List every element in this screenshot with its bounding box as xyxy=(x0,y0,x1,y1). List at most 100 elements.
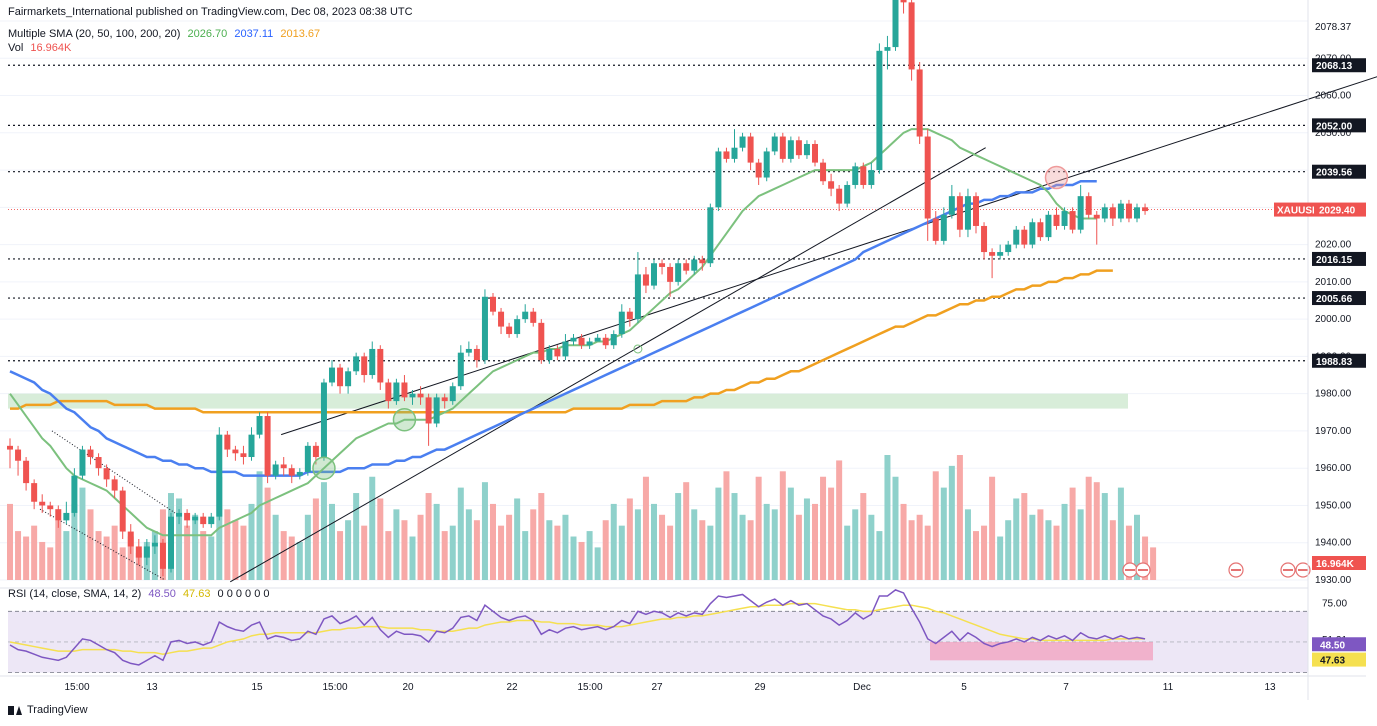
sma-value-1: 2026.70 xyxy=(187,28,228,40)
candle-body xyxy=(176,512,183,517)
volume-bar xyxy=(522,531,529,580)
candle-body xyxy=(916,69,923,137)
candle-body xyxy=(964,196,971,230)
candle-body xyxy=(868,170,875,185)
candle-body xyxy=(329,367,335,383)
sma-value-2: 2037.11 xyxy=(234,28,274,40)
time-tick-label: Dec xyxy=(853,682,871,693)
volume-bar xyxy=(707,525,714,580)
candle-body xyxy=(465,348,472,353)
time-tick-label: 13 xyxy=(146,682,158,693)
volume-bar xyxy=(1125,525,1132,580)
volume-bar xyxy=(232,520,239,580)
volume-bar xyxy=(369,476,376,580)
candle-body xyxy=(707,207,714,264)
volume-bar xyxy=(361,525,368,580)
candle-body xyxy=(594,337,601,342)
candle-body xyxy=(812,143,818,163)
level-price-tag xyxy=(1312,58,1366,73)
candle-body xyxy=(240,453,247,458)
candle-body xyxy=(232,449,239,454)
volume-bar xyxy=(844,525,851,580)
candle-body xyxy=(795,140,802,156)
rsi-legend[interactable]: RSI (14, close, SMA, 14, 2) 48.50 47.63 … xyxy=(8,588,274,600)
candle-body xyxy=(216,434,223,517)
rsi-sma-line xyxy=(9,602,1146,655)
volume-bar xyxy=(103,536,110,580)
volume-bar xyxy=(691,509,698,580)
candle-body xyxy=(763,151,770,178)
candle-body xyxy=(449,386,456,402)
candle-body xyxy=(441,397,448,402)
candle-body xyxy=(747,136,754,163)
volume-bar xyxy=(755,476,762,580)
candle-body xyxy=(1101,207,1108,219)
volume-bar xyxy=(731,493,738,580)
volume-bar xyxy=(79,487,86,580)
candle-body xyxy=(31,483,38,502)
volume-bar xyxy=(401,520,408,580)
candle-body xyxy=(1093,214,1100,219)
volume-bar xyxy=(908,520,915,580)
rsi-line xyxy=(9,589,1146,666)
volume-bar xyxy=(868,514,875,580)
volume-bar xyxy=(457,487,464,580)
candle-body xyxy=(1125,203,1132,219)
candle-body xyxy=(602,337,609,346)
volume-bar xyxy=(176,498,183,580)
tradingview-footer[interactable]: TradingView xyxy=(8,704,88,716)
candle-body xyxy=(675,263,682,282)
volume-tag-label: 16.964K xyxy=(1316,559,1355,570)
volume-bar xyxy=(812,503,818,580)
candle-body xyxy=(385,382,392,402)
volume-bar xyxy=(538,493,545,580)
support-zone xyxy=(8,393,1128,409)
volume-bar xyxy=(498,525,505,580)
volume-bar xyxy=(642,476,649,580)
sma-legend[interactable]: Multiple SMA (20, 50, 100, 200, 20) 2026… xyxy=(8,28,324,40)
candle-body xyxy=(723,151,730,159)
candle-body xyxy=(771,136,778,152)
time-tick-label: 22 xyxy=(506,682,518,693)
volume-bar xyxy=(1085,476,1092,580)
volume-bar xyxy=(570,536,577,580)
candle-body xyxy=(1134,207,1140,219)
candle-body xyxy=(828,181,835,189)
time-tick-label: 5 xyxy=(961,682,967,693)
volume-bar xyxy=(337,531,344,580)
volume-bar xyxy=(981,525,988,580)
candlesticks xyxy=(7,0,1149,577)
candle-body xyxy=(844,184,851,204)
volume-bar xyxy=(634,509,641,580)
candle-body xyxy=(159,542,166,569)
volume-bar xyxy=(715,487,722,580)
volume-bar xyxy=(320,482,327,580)
price-tick-label: 2010.00 xyxy=(1315,277,1352,288)
candle-body xyxy=(1013,229,1020,245)
vol-legend[interactable]: Vol 16.964K xyxy=(8,42,75,54)
volume-bar xyxy=(586,531,593,580)
candle-body xyxy=(1037,222,1044,238)
candle-body xyxy=(1021,229,1028,245)
volume-bar xyxy=(425,493,432,580)
candle-body xyxy=(409,393,416,398)
price-axis: 1930.00 1940.00 1950.00 1960.00 1970.00 1980.… xyxy=(1274,0,1366,700)
candle-body xyxy=(546,348,553,361)
candle-body xyxy=(15,449,22,461)
volume-bar xyxy=(1142,536,1149,580)
volume-bar xyxy=(699,520,706,580)
volume-bar xyxy=(739,514,746,580)
volume-bar xyxy=(836,460,843,580)
volume-bar xyxy=(441,531,448,580)
rsi-sma-value: 47.63 xyxy=(182,588,211,600)
volume-bar xyxy=(997,536,1004,580)
candle-body xyxy=(876,50,883,171)
candle-body xyxy=(820,162,827,182)
volume-bar xyxy=(578,541,585,580)
volume-bar xyxy=(892,476,899,580)
candle-body xyxy=(95,457,102,469)
volume-bar xyxy=(795,514,802,580)
volume-bar xyxy=(771,509,778,580)
volume-bar xyxy=(87,509,94,580)
